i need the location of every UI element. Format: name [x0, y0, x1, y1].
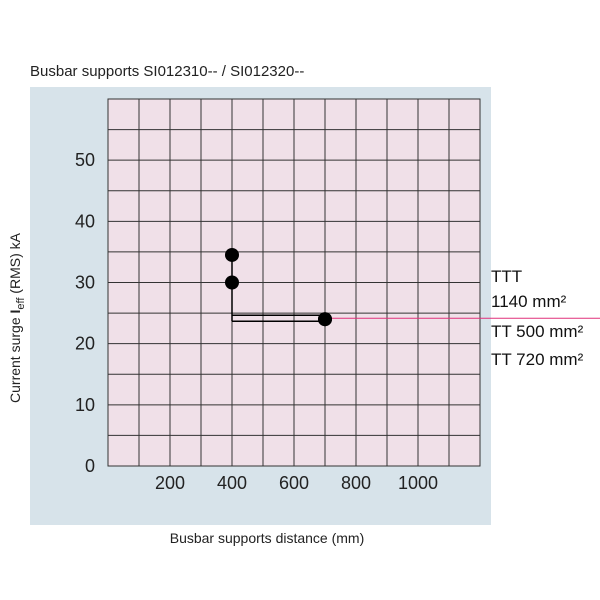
grid: [108, 99, 480, 466]
y-tick-label: 10: [75, 395, 95, 415]
series-labels: TTT 1140 mm² TT 500 mm² TT 720 mm²: [491, 267, 584, 369]
data-point: [318, 312, 332, 327]
y-tick-label: 50: [75, 150, 95, 170]
series-label: TTT: [491, 267, 522, 286]
x-tick-label: 600: [279, 473, 309, 493]
data-points: [225, 247, 332, 327]
y-tick-label: 30: [75, 273, 95, 293]
data-point: [225, 247, 239, 262]
y-axis-ticks: 0 10 20 30 40 50: [75, 150, 95, 476]
y-tick-label: 0: [85, 456, 95, 476]
series-label: 1140 mm²: [491, 292, 567, 311]
x-tick-label: 1000: [398, 473, 438, 493]
y-axis-label: Current surge Ieff (RMS) kA: [7, 232, 27, 403]
y-axis-label-subscript: eff: [15, 297, 27, 310]
series-label: TT 720 mm²: [491, 350, 584, 369]
x-tick-label: 400: [217, 473, 247, 493]
x-axis-ticks: 200 400 600 800 1000: [155, 473, 438, 493]
x-axis-label: Busbar supports distance (mm): [170, 530, 365, 546]
data-point: [225, 275, 239, 290]
x-tick-label: 200: [155, 473, 185, 493]
x-tick-label: 800: [341, 473, 371, 493]
y-tick-label: 20: [75, 334, 95, 354]
y-axis-label-symbol: I: [7, 310, 23, 314]
y-axis-label-after: (RMS) kA: [7, 232, 23, 297]
series-label: TT 500 mm²: [491, 322, 584, 341]
chart-title: Busbar supports SI012310-- / SI012320--: [30, 63, 304, 80]
y-tick-label: 40: [75, 211, 95, 231]
y-axis-label-before: Current surge: [7, 314, 23, 403]
